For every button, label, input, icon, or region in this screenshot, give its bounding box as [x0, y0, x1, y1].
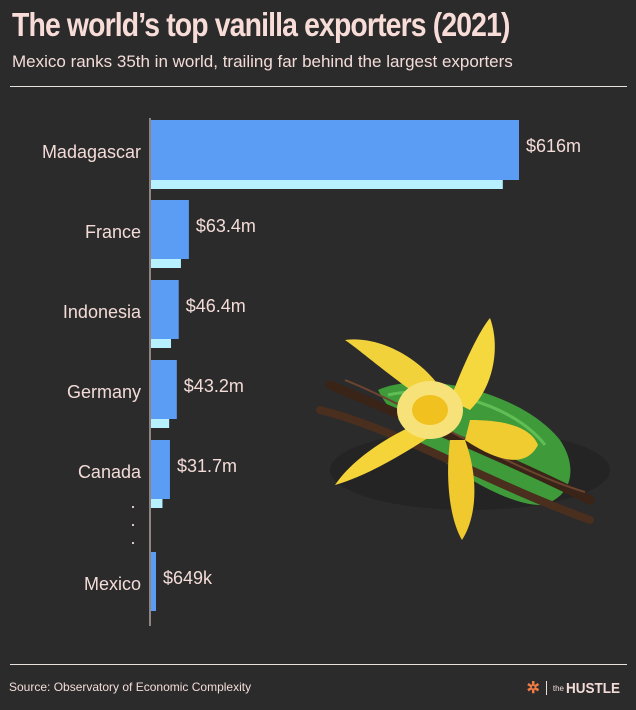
- bar-indonesia: [151, 280, 179, 339]
- gap-marker-dot: ·: [130, 532, 136, 552]
- value-label-germany: $43.2m: [184, 376, 244, 396]
- category-label-france: France: [85, 222, 141, 242]
- category-label-indonesia: Indonesia: [63, 302, 142, 322]
- bar-france: [151, 200, 189, 259]
- brand-the-text: the: [552, 683, 564, 693]
- value-label-canada: $31.7m: [177, 456, 237, 476]
- gap-marker-dot: ·: [130, 514, 136, 534]
- bar-shadow-canada: [151, 499, 163, 508]
- footer-divider: [10, 664, 627, 665]
- value-label-mexico: $649k: [163, 568, 213, 588]
- gap-marker-dot: ·: [130, 496, 136, 516]
- category-label-madagascar: Madagascar: [42, 142, 141, 162]
- brand-separator: [545, 681, 547, 695]
- category-label-canada: Canada: [78, 462, 142, 482]
- page-title: The world’s top vanilla exporters (2021): [12, 6, 510, 43]
- bar-madagascar: [151, 120, 519, 180]
- bars-group: Madagascar $616m France $63.4m Indonesia $46.…: [42, 120, 581, 611]
- header-divider: [10, 86, 627, 87]
- page-subtitle: Mexico ranks 35th in world, trailing far…: [12, 52, 513, 71]
- bar-shadow-france: [151, 259, 181, 268]
- category-label-germany: Germany: [67, 382, 141, 402]
- bar-shadow-madagascar: [151, 180, 503, 189]
- brand-logo: ✲ the HUSTLE: [526, 678, 626, 698]
- value-label-france: $63.4m: [196, 216, 256, 236]
- bar-germany: [151, 360, 177, 419]
- vanilla-flower-illustration: [316, 318, 610, 540]
- value-label-indonesia: $46.4m: [186, 296, 246, 316]
- hubspot-sprocket-icon: ✲: [526, 680, 540, 697]
- source-note: Source: Observatory of Economic Complexi…: [9, 680, 252, 694]
- bar-canada: [151, 440, 170, 499]
- bar-shadow-germany: [151, 419, 170, 428]
- category-label-mexico: Mexico: [84, 574, 141, 594]
- bar-chart: Madagascar $616m France $63.4m Indonesia $46.…: [41, 118, 610, 626]
- bar-shadow-indonesia: [151, 339, 172, 348]
- bar-mexico: [151, 552, 156, 611]
- value-label-madagascar: $616m: [526, 136, 581, 156]
- brand-name-text: HUSTLE: [566, 679, 620, 697]
